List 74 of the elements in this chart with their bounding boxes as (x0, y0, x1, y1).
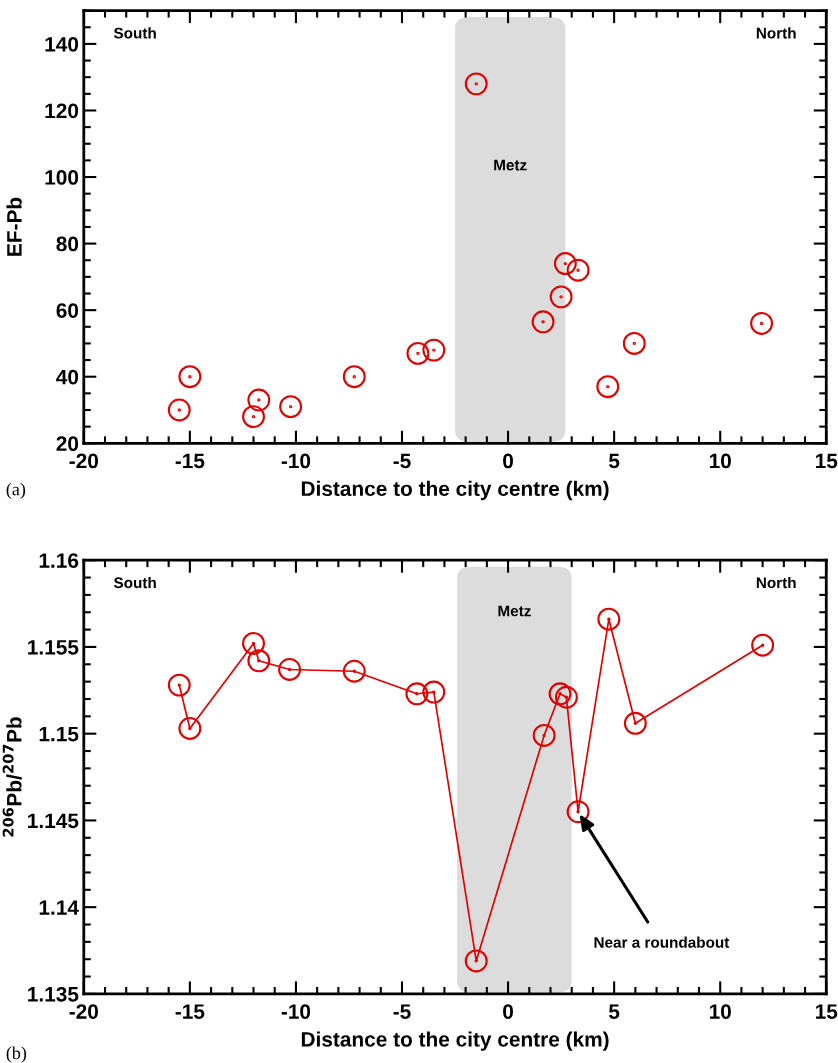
y-tick-label: 60 (56, 303, 79, 318)
point (597, 607, 621, 631)
text: (a) (6, 482, 26, 500)
point (750, 312, 774, 335)
point (532, 723, 556, 747)
point (342, 365, 366, 389)
annotation: North (756, 576, 796, 589)
point (554, 685, 578, 709)
y-tick-label: 1.155 (28, 640, 79, 655)
point (405, 682, 429, 706)
y-axis-title: $^{206}$Pb/$^{207}$Pb (2, 717, 22, 837)
point (549, 285, 573, 309)
band-label: Metz (498, 605, 531, 617)
x-tick-label: 15 (815, 1004, 838, 1019)
point (553, 252, 577, 276)
annotation: South (113, 576, 156, 589)
y-tick-label: 80 (56, 236, 79, 252)
point (242, 632, 265, 655)
point (167, 398, 191, 422)
x-tick-label: -10 (281, 453, 311, 469)
y-axis-title: EF-Pb (6, 197, 22, 256)
y-tick-label: 140 (45, 36, 79, 52)
x-tick-label: -15 (175, 453, 205, 469)
y-tick-label: 1.135 (28, 986, 79, 1002)
point (242, 405, 265, 429)
point (566, 258, 590, 282)
y-tick-label: 1.16 (39, 553, 79, 568)
point (279, 395, 303, 419)
annotation: South (113, 27, 156, 39)
x-tick-label: -10 (281, 1004, 311, 1019)
x-tick-label: 15 (815, 453, 838, 469)
x-tick-label: 5 (608, 1004, 620, 1019)
point (464, 72, 488, 96)
point (566, 800, 590, 824)
x-tick-label: 5 (608, 453, 620, 469)
y-tick-label: 120 (45, 103, 79, 119)
y-tick-label: 1.14 (39, 900, 79, 915)
point (178, 365, 202, 389)
point (548, 682, 572, 706)
y-tick-label: 100 (45, 170, 79, 185)
annotation: Near a roundabout (594, 936, 730, 948)
point (247, 388, 271, 412)
point (406, 341, 430, 365)
point (247, 649, 271, 673)
point (278, 658, 302, 681)
point (751, 633, 775, 657)
y-tick-label: 1.145 (28, 813, 79, 829)
y-tick-label: 1.15 (39, 726, 79, 742)
annotation: North (756, 27, 796, 39)
x-tick-label: -20 (69, 1004, 98, 1019)
x-tick-label: 0 (503, 1004, 514, 1019)
y-tick-label: 40 (56, 369, 79, 385)
point (623, 711, 647, 735)
x-tick-label: -5 (393, 1004, 411, 1019)
x-tick-label: 10 (709, 1004, 731, 1019)
x-tick-label: 10 (709, 453, 731, 469)
point (422, 680, 446, 704)
point (167, 673, 191, 697)
point (596, 375, 620, 399)
point (422, 338, 446, 362)
band-label: Metz (494, 159, 527, 171)
x-tick-label: -5 (393, 453, 411, 469)
text: (b) (6, 1046, 27, 1063)
x-tick-label: -15 (175, 1004, 205, 1019)
y-tick-label: 20 (56, 436, 79, 452)
point (464, 949, 488, 973)
x-tick-label: 0 (503, 453, 514, 469)
point (622, 331, 646, 355)
x-tick-label: -20 (69, 453, 98, 469)
point (178, 717, 202, 740)
x-axis-title: Distance to the city centre (km) (301, 480, 609, 501)
x-axis-title: Distance to the city centre (km) (301, 1031, 609, 1051)
point (531, 310, 555, 334)
point (342, 659, 366, 683)
